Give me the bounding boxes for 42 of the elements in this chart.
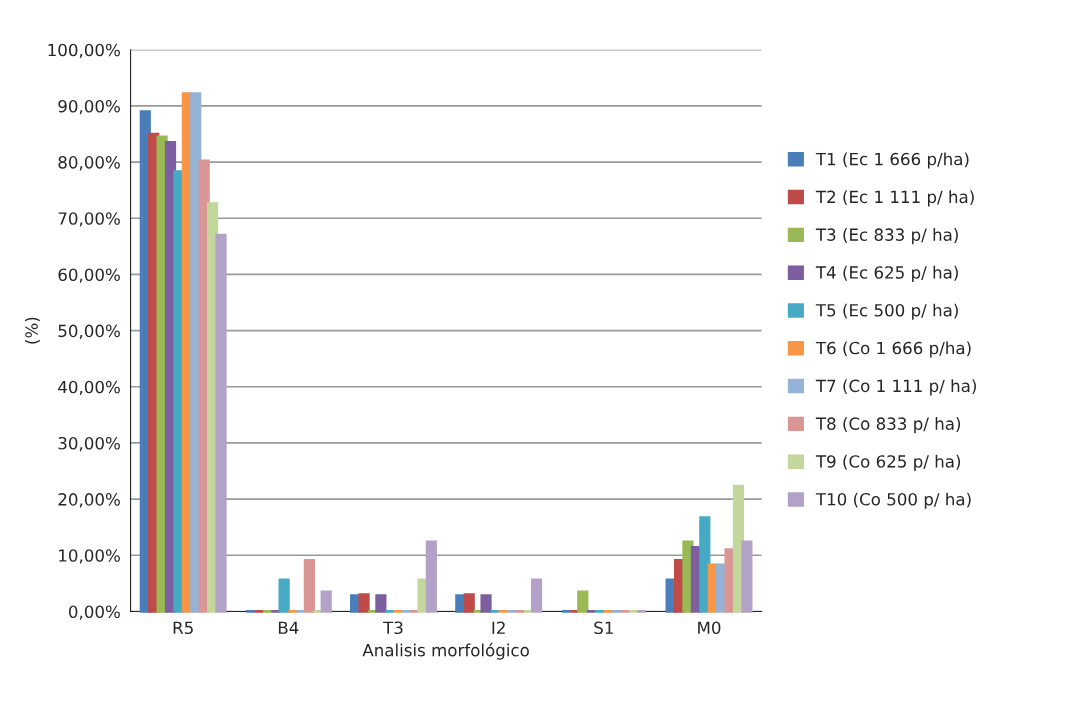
- bar: [215, 233, 227, 613]
- legend-label: T4 (Ec 625 p/ ha): [815, 265, 958, 282]
- y-tick-label: 20,00%: [58, 493, 120, 508]
- y-tick-label: 50,00%: [58, 324, 120, 339]
- y-tick-label: 0,00%: [68, 605, 120, 620]
- x-tick-label: I2: [492, 621, 505, 634]
- y-tick-label: 10,00%: [59, 549, 120, 564]
- bar: [463, 593, 475, 613]
- bar: [303, 558, 315, 613]
- bar: [358, 593, 370, 613]
- y-tick-label: 60,00%: [58, 268, 120, 283]
- legend-label: T5 (Ec 500 p/ ha): [815, 303, 958, 320]
- y-tick-label: 30,00%: [58, 436, 120, 452]
- bar: [699, 516, 711, 613]
- y-tick-label: 90,00%: [58, 99, 120, 115]
- bar: [530, 578, 543, 613]
- x-tick-label: M0: [698, 621, 721, 635]
- bar: [741, 540, 753, 613]
- y-tick-label: 70,00%: [58, 212, 120, 227]
- legend-label: T6 (Co 1 666 p/ha): [815, 341, 971, 358]
- y-tick-label: 40,00%: [58, 380, 120, 396]
- bar: [320, 590, 332, 613]
- bar: [425, 540, 437, 613]
- legend-label: T10 (Co 500 p/ ha): [815, 492, 971, 509]
- y-tick-label: 80,00%: [58, 156, 120, 171]
- x-tick-label: T3: [383, 621, 403, 635]
- x-tick-label: B4: [278, 621, 299, 634]
- bar: [375, 594, 387, 613]
- legend-label: T2 (Ec 1 111 p/ ha): [815, 190, 974, 207]
- bar: [577, 590, 589, 613]
- legend-label: T7 (Co 1 111 p/ ha): [815, 379, 976, 396]
- legend-label: T1 (Ec 1 666 p/ha): [815, 152, 969, 169]
- x-tick-label: R5: [173, 621, 193, 635]
- legend-label: T9 (Co 625 p/ ha): [815, 454, 961, 471]
- legend-label: T8 (Co 833 p/ ha): [815, 417, 961, 434]
- y-axis-title: (%): [25, 317, 40, 344]
- bar: [278, 578, 290, 613]
- x-tick-label: S1: [594, 621, 613, 635]
- bar: [480, 594, 492, 613]
- legend-label: T3 (Ec 833 p/ ha): [815, 228, 958, 245]
- x-axis-title: Analisis morfológico: [362, 642, 529, 660]
- y-tick-label: 100,00%: [48, 43, 120, 59]
